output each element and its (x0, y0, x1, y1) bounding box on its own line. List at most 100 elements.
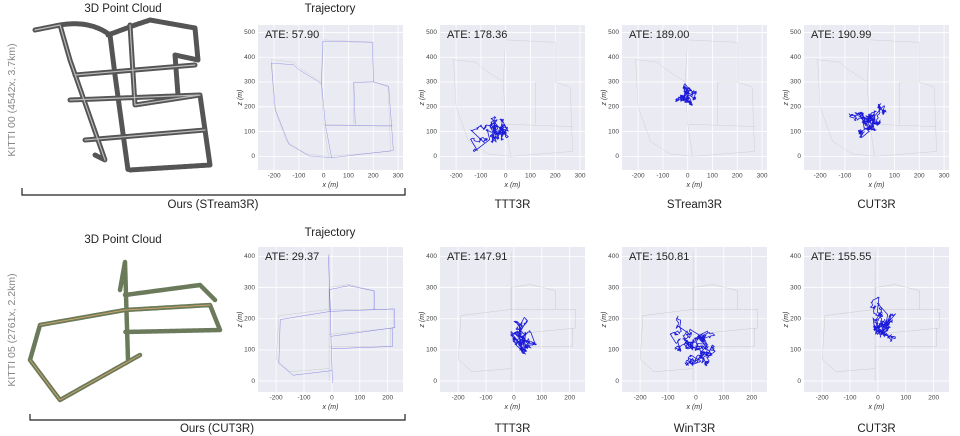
caption: TTT3R (495, 423, 531, 435)
y-tick-label: 0 (251, 153, 255, 160)
y-tick-label: 100 (790, 128, 801, 135)
x-tick-label: 100 (536, 395, 547, 402)
x-tick-label: 300 (757, 173, 768, 180)
ate-label: ATE: 29.37 (265, 251, 319, 263)
plot-area (440, 247, 585, 392)
x-tick-label: 200 (564, 395, 575, 402)
y-tick-label: 300 (426, 79, 437, 86)
x-tick-label: -200 (634, 395, 647, 402)
x-tick-label: 200 (928, 395, 939, 402)
estimate (870, 297, 895, 341)
y-tick-label: 400 (426, 54, 437, 61)
ate-label: ATE: 190.99 (811, 29, 871, 41)
plot: -200 -100 0 100 200 0 100 200 300 400 x (m) z (m) AT… (783, 247, 949, 435)
x-tick-label: -100 (656, 173, 669, 180)
y-tick-label: 200 (426, 104, 437, 111)
plot: -200 -100 0 100 200 0 100 200 300 400 x (m) z (m) AT… (237, 247, 403, 411)
y-axis-label: z (m) (601, 312, 608, 329)
x-tick-label: 200 (382, 395, 393, 402)
x-tick-label: 0 (694, 395, 698, 402)
x-tick-label: 0 (322, 173, 326, 180)
x-tick-label: 0 (512, 395, 516, 402)
plot: -200 -100 0 100 200 300 0 100 200 300 400 500 x (m) z… (601, 25, 768, 211)
estimate (511, 318, 537, 355)
ate-label: ATE: 147.91 (447, 251, 507, 263)
caption: Ours (STream3R) (168, 199, 259, 211)
trajectory (817, 39, 937, 157)
y-tick-label: 0 (433, 378, 437, 385)
y-tick-label: 100 (608, 128, 619, 135)
y-tick-label: 300 (608, 284, 619, 291)
y-tick-label: 500 (244, 29, 255, 36)
y-tick-label: 0 (615, 153, 619, 160)
x-axis-label: x (m) (504, 182, 521, 189)
point-cloud (27, 259, 223, 403)
y-tick-label: 200 (608, 315, 619, 322)
x-tick-label: -200 (814, 173, 827, 180)
x-tick-label: -100 (298, 395, 311, 402)
y-tick-label: 300 (244, 79, 255, 86)
y-tick-label: 0 (797, 378, 801, 385)
y-tick-label: 500 (608, 29, 619, 36)
ate-label: ATE: 155.55 (811, 251, 871, 263)
y-tick-label: 0 (251, 378, 255, 385)
x-tick-label: -100 (480, 395, 493, 402)
y-tick-label: 200 (790, 315, 801, 322)
y-tick-label: 400 (426, 253, 437, 260)
y-tick-label: 300 (608, 79, 619, 86)
panels: KITTI 00 (4542x, 3.7km) KITTI 05 (2761x,… (6, 3, 950, 435)
side-label: KITTI 00 (4542x, 3.7km) (6, 43, 18, 156)
ate-label: ATE: 178.36 (447, 29, 507, 41)
x-tick-label: 100 (707, 173, 718, 180)
trajectory (457, 253, 576, 382)
x-tick-label: -200 (452, 395, 465, 402)
x-tick-label: -200 (816, 395, 829, 402)
y-tick-label: 100 (790, 347, 801, 354)
x-tick-label: 0 (686, 173, 690, 180)
x-tick-label: 200 (732, 173, 743, 180)
estimate (849, 104, 886, 137)
section-title: Trajectory (305, 227, 356, 239)
x-tick-label: -100 (662, 395, 675, 402)
side-label: KITTI 05 (2761x, 2.2km) (6, 273, 18, 386)
x-tick-label: 100 (343, 173, 354, 180)
section-title: Trajectory (305, 3, 356, 15)
y-axis-label: z (m) (783, 90, 790, 107)
plot: -200 -100 0 100 200 0 100 200 300 400 x (m) z (m) AT… (419, 247, 585, 435)
y-tick-label: 100 (608, 347, 619, 354)
bracket (21, 188, 406, 196)
y-tick-label: 0 (797, 153, 801, 160)
x-tick-label: 100 (718, 395, 729, 402)
caption: Ours (CUT3R) (180, 423, 254, 435)
plot: -200 -100 0 100 200 300 0 100 200 300 400 500 x (m) z… (237, 25, 404, 189)
x-tick-label: 100 (889, 173, 900, 180)
x-tick-label: 0 (876, 395, 880, 402)
section-title: 3D Point Cloud (84, 3, 161, 15)
plot: -200 -100 0 100 200 300 0 100 200 300 400 500 x (m) z… (419, 25, 586, 211)
y-tick-label: 300 (426, 284, 437, 291)
y-tick-label: 100 (244, 347, 255, 354)
caption: STream3R (667, 199, 722, 211)
estimate (670, 316, 715, 366)
y-tick-label: 300 (790, 79, 801, 86)
plot-area (440, 25, 585, 170)
x-tick-label: 0 (504, 173, 508, 180)
y-tick-label: 300 (244, 284, 255, 291)
y-tick-label: 0 (615, 378, 619, 385)
y-tick-label: 200 (426, 315, 437, 322)
x-axis-label: x (m) (322, 182, 339, 189)
x-tick-label: -200 (268, 173, 281, 180)
caption: CUT3R (857, 199, 895, 211)
x-tick-label: 300 (393, 173, 404, 180)
bracket (29, 414, 406, 421)
y-axis-label: z (m) (783, 312, 790, 329)
y-axis-label: z (m) (419, 90, 426, 107)
y-tick-label: 0 (433, 153, 437, 160)
y-tick-label: 400 (608, 54, 619, 61)
plot: -200 -100 0 100 200 0 100 200 300 400 x (m) z (m) AT… (601, 247, 767, 435)
y-tick-label: 100 (426, 128, 437, 135)
x-tick-label: 0 (868, 173, 872, 180)
x-tick-label: 200 (914, 173, 925, 180)
x-axis-label: x (m) (686, 182, 703, 189)
